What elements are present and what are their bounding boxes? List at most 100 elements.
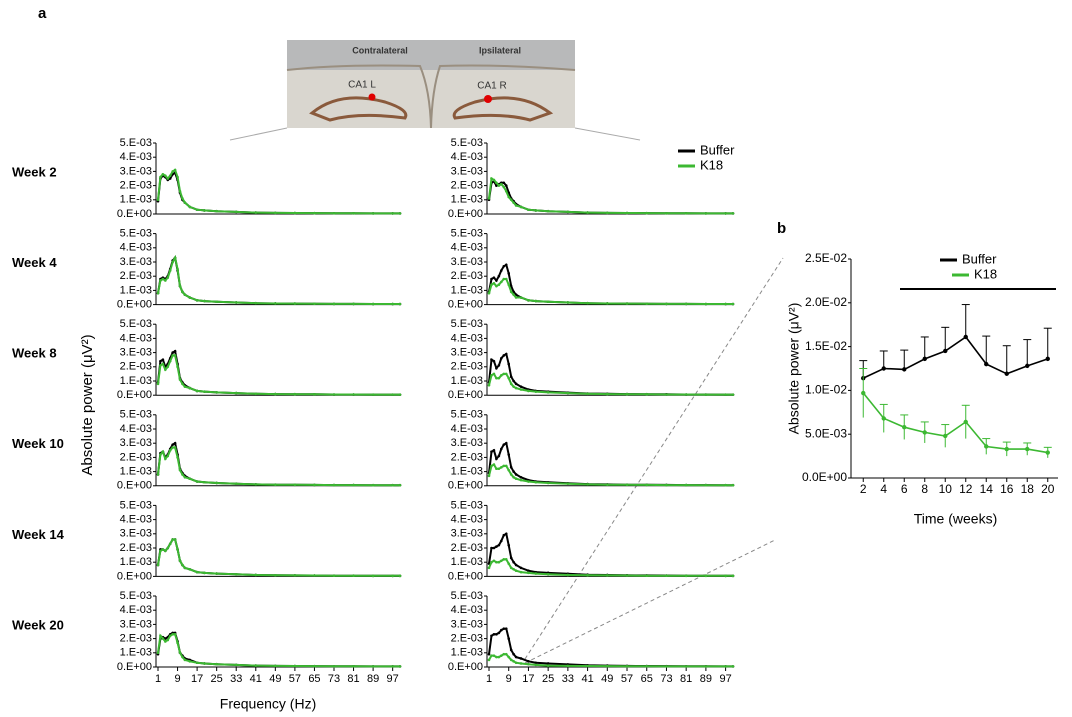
y-tick-label: 3.E-03 bbox=[451, 347, 483, 359]
point bbox=[606, 302, 609, 305]
point bbox=[157, 383, 160, 386]
point bbox=[159, 279, 162, 282]
point bbox=[586, 211, 589, 214]
point bbox=[166, 276, 169, 279]
point bbox=[203, 300, 206, 303]
point bbox=[507, 272, 510, 275]
y-tick-label: 5.E-03 bbox=[120, 590, 152, 602]
y-tick-label: 2.E-03 bbox=[451, 451, 483, 463]
point bbox=[502, 534, 505, 537]
x-tick-label: 1 bbox=[486, 673, 492, 685]
point bbox=[215, 300, 218, 303]
y-tick-label: 5.E-03 bbox=[120, 409, 152, 421]
row-label: Week 2 bbox=[12, 164, 57, 179]
point bbox=[705, 212, 708, 215]
series-line bbox=[489, 629, 733, 667]
point bbox=[547, 391, 550, 394]
y-tick-label: 0.E+00 bbox=[448, 299, 483, 311]
point bbox=[179, 559, 182, 562]
y-axis-label: Absolute power (μV²) bbox=[786, 303, 802, 435]
point bbox=[162, 278, 165, 281]
y-tick-label: 2.5E-02 bbox=[805, 251, 847, 265]
point bbox=[732, 665, 735, 668]
electrode bbox=[369, 94, 376, 101]
point bbox=[527, 663, 530, 666]
x-tick-label: 6 bbox=[901, 482, 908, 496]
point bbox=[174, 442, 177, 445]
point bbox=[1005, 372, 1009, 376]
point bbox=[535, 209, 538, 212]
point bbox=[372, 303, 375, 306]
point bbox=[490, 283, 493, 286]
point bbox=[169, 174, 172, 177]
point bbox=[254, 302, 257, 305]
point bbox=[313, 484, 316, 487]
point bbox=[527, 299, 530, 302]
x-tick-label: 25 bbox=[211, 673, 223, 685]
x-tick-label: 25 bbox=[542, 673, 554, 685]
point bbox=[254, 664, 257, 667]
point bbox=[512, 476, 515, 479]
y-tick-label: 5.0E-03 bbox=[805, 426, 847, 440]
y-tick-label: 3.E-03 bbox=[451, 165, 483, 177]
y-tick-label: 3.E-03 bbox=[120, 618, 152, 630]
point bbox=[171, 443, 174, 446]
y-tick-label: 1.5E-02 bbox=[805, 339, 847, 353]
y-tick-label: 0.E+00 bbox=[448, 208, 483, 220]
point bbox=[352, 303, 355, 306]
y-tick-label: 0.E+00 bbox=[117, 480, 152, 492]
point bbox=[495, 545, 498, 548]
x-tick-label: 65 bbox=[641, 673, 653, 685]
point bbox=[505, 190, 508, 193]
point bbox=[493, 449, 496, 452]
series-line bbox=[158, 540, 400, 576]
x-tick-label: 65 bbox=[308, 673, 320, 685]
x-tick-label: 41 bbox=[581, 673, 593, 685]
point bbox=[527, 208, 530, 211]
y-tick-label: 0.E+00 bbox=[117, 389, 152, 401]
y-tick-label: 0.0E+00 bbox=[802, 470, 847, 484]
point bbox=[505, 465, 508, 468]
point bbox=[502, 443, 505, 446]
point bbox=[665, 665, 668, 668]
point bbox=[505, 278, 508, 281]
point bbox=[488, 567, 491, 570]
point bbox=[274, 393, 277, 396]
point bbox=[490, 278, 493, 281]
point bbox=[510, 557, 513, 560]
point bbox=[586, 574, 589, 577]
point bbox=[235, 664, 238, 667]
y-tick-label: 3.E-03 bbox=[120, 347, 152, 359]
point bbox=[176, 366, 179, 369]
point bbox=[510, 199, 513, 202]
point bbox=[171, 261, 174, 264]
point bbox=[547, 300, 550, 303]
x-tick-label: 57 bbox=[289, 673, 301, 685]
point bbox=[391, 303, 394, 306]
point bbox=[626, 302, 629, 305]
point bbox=[166, 547, 169, 550]
y-tick-label: 5.E-03 bbox=[451, 137, 483, 149]
point bbox=[203, 390, 206, 393]
point bbox=[567, 665, 570, 668]
image-label: Ipsilateral bbox=[479, 45, 521, 55]
point bbox=[188, 568, 191, 571]
point bbox=[685, 303, 688, 306]
point bbox=[502, 186, 505, 189]
point bbox=[724, 484, 727, 487]
point bbox=[685, 393, 688, 396]
point bbox=[372, 484, 375, 487]
point bbox=[510, 375, 513, 378]
y-tick-label: 4.E-03 bbox=[451, 151, 483, 163]
brain-image: Contralateral Ipsilateral CA1 L CA1 R bbox=[287, 40, 575, 128]
y-tick-label: 0.E+00 bbox=[448, 570, 483, 582]
point bbox=[399, 484, 402, 487]
point bbox=[732, 212, 735, 215]
point bbox=[164, 550, 167, 553]
point bbox=[510, 567, 513, 570]
point bbox=[510, 649, 513, 652]
point bbox=[215, 572, 218, 575]
point bbox=[527, 572, 530, 575]
point bbox=[333, 665, 336, 668]
point bbox=[510, 659, 513, 662]
